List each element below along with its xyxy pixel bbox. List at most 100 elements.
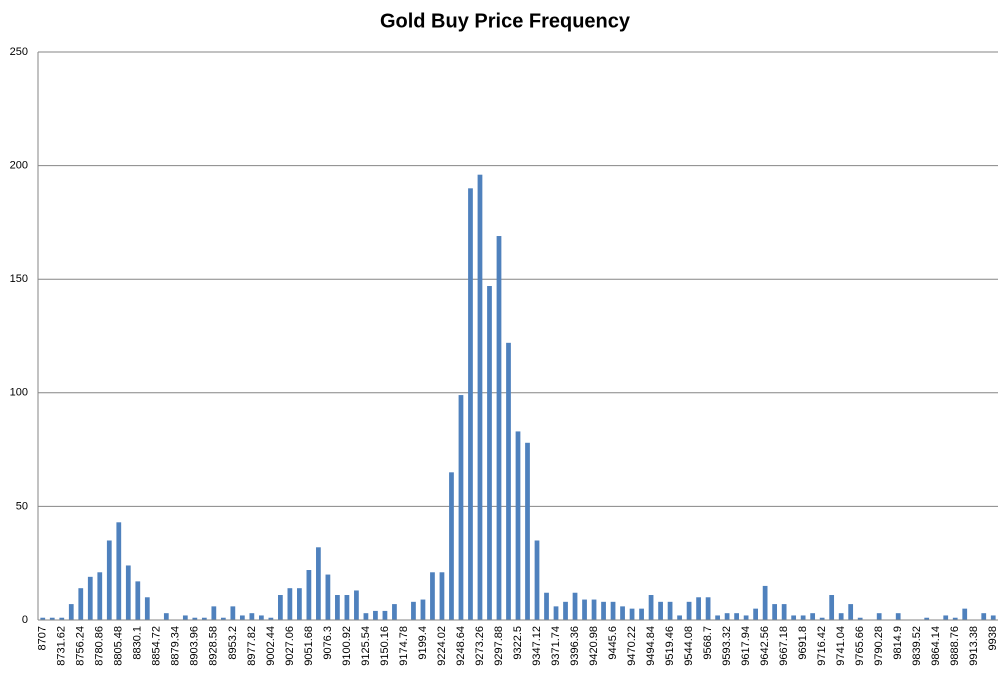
x-tick-label: 9716.42: [816, 626, 828, 666]
bar: [686, 601, 692, 620]
x-tick-label: 8805.48: [113, 626, 125, 666]
bar: [354, 590, 359, 620]
x-tick-label: 9051.68: [303, 626, 315, 666]
x-tick-label: 9322.5: [512, 626, 524, 660]
bar: [838, 613, 844, 620]
bar: [382, 610, 388, 620]
bar: [525, 442, 530, 620]
bar: [753, 608, 758, 620]
bar: [962, 608, 968, 620]
bar: [116, 522, 122, 620]
bar: [239, 615, 245, 620]
x-tick-label: 9913.38: [968, 626, 980, 666]
bar: [534, 540, 540, 620]
bar: [848, 604, 854, 620]
bar: [772, 604, 778, 620]
x-tick-label: 9199.4: [417, 626, 429, 660]
bar: [515, 431, 521, 620]
bar: [667, 601, 673, 620]
bar: [924, 617, 930, 620]
bar: [715, 615, 720, 620]
x-tick-label: 9667.18: [778, 626, 790, 666]
bar: [182, 615, 188, 620]
chart-title: Gold Buy Price Frequency: [380, 10, 631, 32]
bar: [449, 472, 454, 620]
x-tick-label: 8707: [37, 626, 49, 650]
bar: [506, 342, 511, 620]
x-tick-label: 9494.84: [645, 626, 657, 666]
x-tick-label: 9642.56: [759, 626, 771, 666]
bar: [943, 615, 949, 620]
x-tick-label: 9224.02: [436, 626, 448, 666]
bar: [696, 597, 701, 620]
bar: [230, 606, 236, 620]
x-tick-label: 8780.86: [94, 626, 106, 666]
x-tick-label: 9248.64: [455, 626, 467, 666]
bar: [211, 606, 217, 620]
x-tick-label: 9273.26: [474, 626, 486, 666]
x-tick-label: 9347.12: [531, 626, 543, 666]
bar: [487, 286, 492, 620]
x-tick-label: 9888.76: [949, 626, 961, 666]
x-tick-label: 9470.22: [626, 626, 638, 666]
x-tick-label: 8977.82: [246, 626, 258, 666]
x-tick-label: 9125.54: [360, 626, 372, 666]
bar: [316, 547, 321, 620]
x-tick-label: 9814.9: [892, 626, 904, 660]
bar: [258, 615, 264, 620]
bar: [553, 606, 559, 620]
bar: [220, 617, 226, 620]
bar: [981, 613, 987, 620]
x-tick-label: 9544.08: [683, 626, 695, 666]
y-tick-label: 100: [10, 387, 28, 399]
x-tick-label: 9568.7: [702, 626, 714, 660]
bar: [373, 610, 378, 620]
y-tick-label: 250: [10, 46, 28, 58]
bar: [201, 617, 207, 620]
bar: [791, 615, 797, 620]
bar: [163, 613, 169, 620]
bar: [144, 597, 150, 620]
bar: [306, 570, 312, 620]
bar: [544, 592, 549, 620]
x-tick-label: 9864.14: [930, 626, 942, 666]
x-tick-label: 8731.62: [56, 626, 68, 666]
bar: [49, 617, 55, 620]
x-tick-label: 8830.1: [132, 626, 144, 660]
x-tick-label: 9765.66: [854, 626, 866, 666]
bar: [601, 601, 606, 620]
bar: [268, 617, 274, 620]
bar: [572, 592, 578, 620]
bar: [677, 615, 682, 620]
x-tick-label: 9445.6: [607, 626, 619, 660]
bar: [876, 613, 882, 620]
bar: [629, 608, 635, 620]
y-tick-label: 150: [10, 273, 28, 285]
x-tick-label: 9027.06: [284, 626, 296, 666]
bar: [582, 599, 587, 620]
bar: [40, 617, 46, 620]
bar: [106, 540, 112, 620]
bar: [724, 613, 730, 620]
bar: [762, 585, 768, 620]
bar: [135, 581, 141, 620]
x-tick-label: 9593.32: [721, 626, 733, 666]
bar: [363, 613, 369, 620]
bar: [563, 601, 568, 620]
bar: [458, 395, 464, 620]
bar: [477, 174, 483, 621]
x-tick-label: 9790.28: [873, 626, 885, 666]
bar: [411, 601, 416, 620]
bar: [335, 595, 340, 620]
bar: [420, 599, 426, 620]
x-tick-label: 9100.92: [341, 626, 353, 666]
bar: [857, 617, 863, 620]
bar: [496, 236, 502, 621]
bar: [97, 572, 103, 620]
bar: [392, 604, 397, 620]
x-tick-label: 9839.52: [911, 626, 923, 666]
bar: [829, 595, 835, 620]
bar: [87, 576, 93, 620]
x-tick-label: 8953.2: [227, 626, 239, 660]
